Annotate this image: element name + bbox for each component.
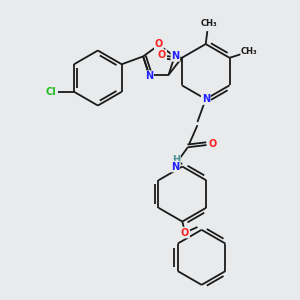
Text: N: N: [202, 94, 210, 104]
Text: O: O: [208, 140, 217, 149]
Text: N: N: [171, 161, 179, 172]
Text: O: O: [158, 50, 166, 60]
Text: N: N: [145, 71, 153, 81]
Text: CH₃: CH₃: [241, 47, 258, 56]
Text: O: O: [155, 39, 163, 49]
Text: CH₃: CH₃: [201, 19, 217, 28]
Text: O: O: [181, 228, 189, 238]
Text: Cl: Cl: [45, 87, 56, 97]
Text: H: H: [172, 154, 180, 165]
Text: N: N: [171, 51, 179, 61]
